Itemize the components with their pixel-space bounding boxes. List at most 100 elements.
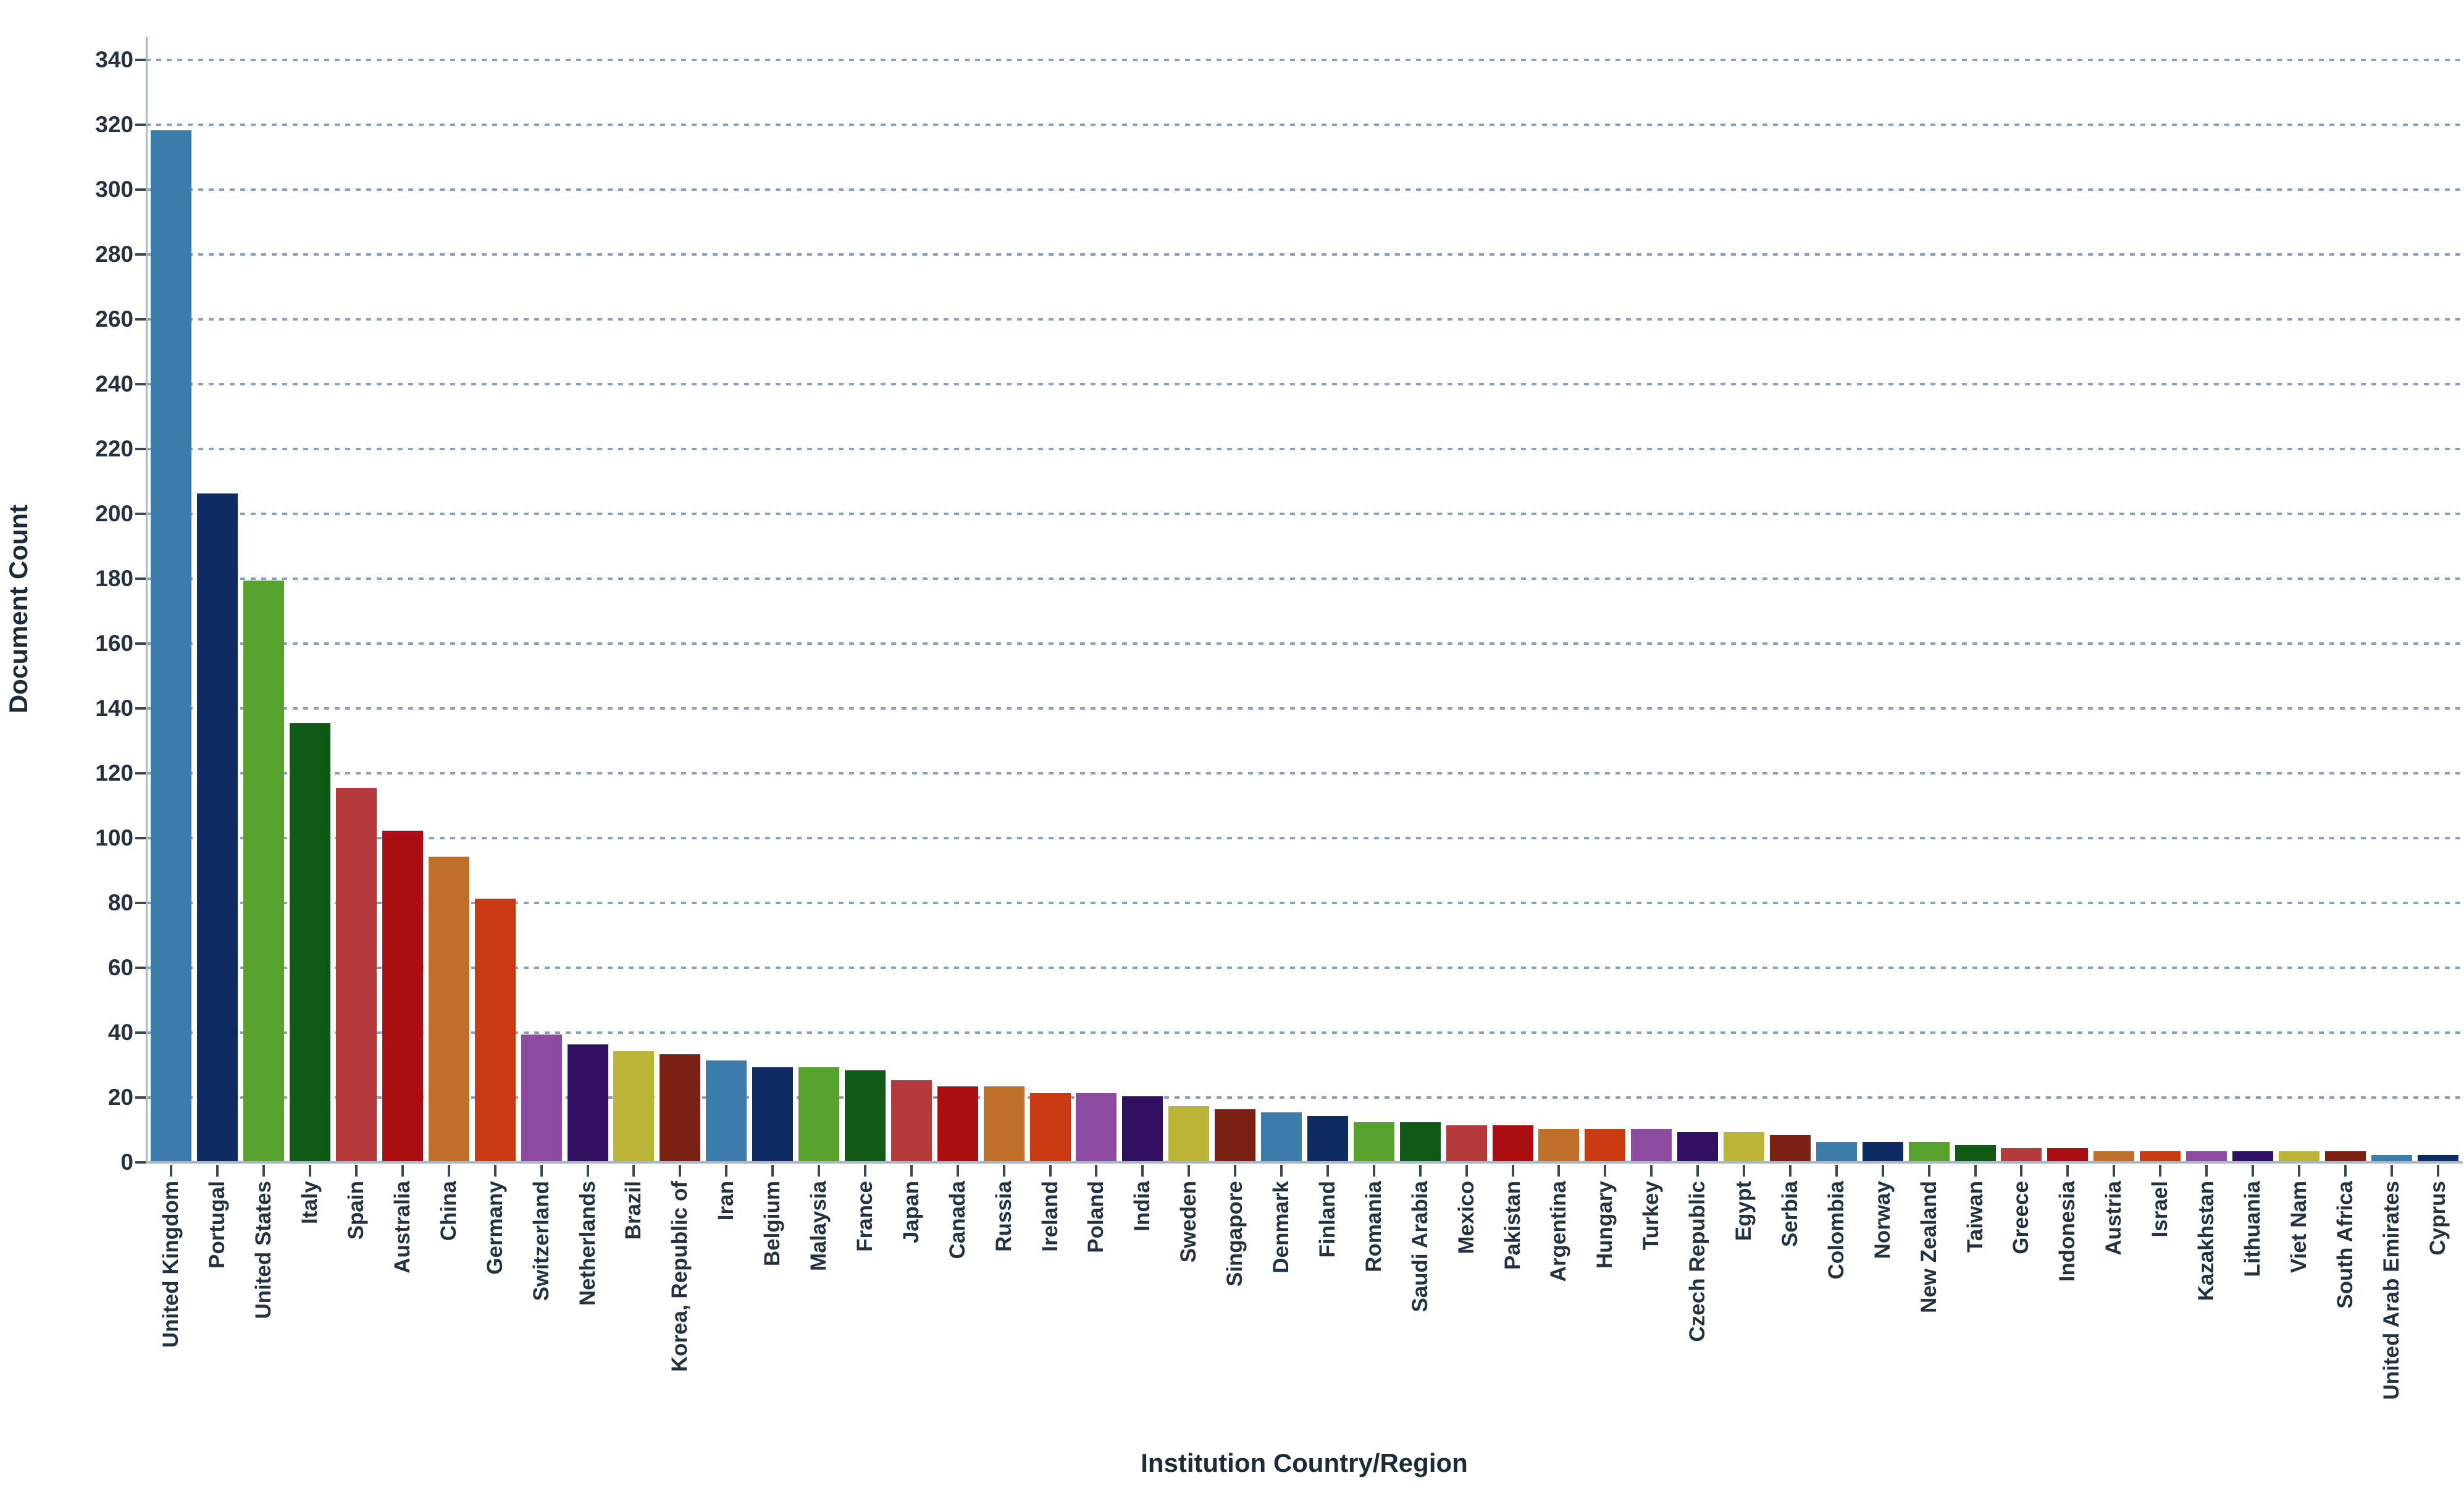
bar[interactable] <box>243 581 285 1161</box>
bar[interactable] <box>1122 1096 1163 1161</box>
bar[interactable] <box>2047 1148 2089 1161</box>
bar[interactable] <box>1724 1131 1765 1161</box>
bar[interactable] <box>1399 1122 1441 1161</box>
y-tick-label: 160 <box>95 631 133 656</box>
bar[interactable] <box>1908 1141 1950 1161</box>
gridline <box>146 124 2463 126</box>
x-tick-label: Norway <box>1870 1181 1895 1259</box>
bar[interactable] <box>1769 1135 1811 1161</box>
x-tick-mark <box>262 1165 266 1177</box>
x-tick-mark <box>1234 1165 1237 1177</box>
bar[interactable] <box>1168 1106 1210 1161</box>
bar[interactable] <box>197 493 238 1161</box>
bar[interactable] <box>2140 1151 2181 1161</box>
x-tick-label: Brazil <box>621 1181 646 1240</box>
bar[interactable] <box>983 1086 1025 1161</box>
gridline <box>146 577 2463 580</box>
bar[interactable] <box>1029 1093 1071 1161</box>
y-tick-mark <box>135 772 146 774</box>
bar[interactable] <box>1585 1128 1626 1161</box>
x-tick-label: Italy <box>298 1181 322 1225</box>
y-tick-label: 20 <box>107 1085 133 1110</box>
x-tick-label: Serbia <box>1777 1181 1802 1247</box>
x-tick-mark <box>401 1165 404 1177</box>
y-tick-label: 260 <box>95 306 133 332</box>
y-tick-label: 300 <box>95 177 133 202</box>
x-tick-label: Malaysia <box>807 1181 831 1271</box>
bar[interactable] <box>798 1067 840 1161</box>
x-tick-label: Belgium <box>760 1181 785 1267</box>
x-tick-label: South Africa <box>2332 1181 2357 1309</box>
y-axis-title: Document Count <box>4 504 33 714</box>
bar[interactable] <box>1816 1141 1857 1161</box>
y-tick-label: 60 <box>107 955 133 980</box>
y-tick-label: 200 <box>95 501 133 526</box>
x-tick-mark <box>216 1165 219 1177</box>
bar[interactable] <box>474 898 516 1161</box>
bar[interactable] <box>1631 1128 1672 1161</box>
bar[interactable] <box>1862 1141 1903 1161</box>
bar[interactable] <box>1307 1115 1348 1161</box>
bar[interactable] <box>382 830 423 1161</box>
x-tick-mark <box>2205 1165 2208 1177</box>
bar[interactable] <box>290 723 331 1161</box>
bar[interactable] <box>2371 1154 2412 1161</box>
bar[interactable] <box>937 1086 978 1161</box>
bar[interactable] <box>1261 1112 1302 1161</box>
bar[interactable] <box>706 1060 747 1161</box>
bar[interactable] <box>336 788 377 1161</box>
bar[interactable] <box>1353 1122 1394 1161</box>
gridline <box>146 837 2463 839</box>
bar[interactable] <box>1955 1144 1996 1161</box>
gridline <box>146 642 2463 645</box>
bar[interactable] <box>521 1035 562 1161</box>
bar[interactable] <box>2324 1151 2366 1161</box>
x-tick-label: Kazakhstan <box>2194 1181 2219 1301</box>
y-tick-mark <box>135 1096 146 1099</box>
bar[interactable] <box>660 1054 701 1161</box>
x-tick-mark <box>1418 1165 1422 1177</box>
gridline <box>146 1031 2463 1034</box>
x-tick-label: Netherlands <box>575 1181 600 1306</box>
gridline <box>146 318 2463 321</box>
x-tick-label: Japan <box>899 1181 923 1244</box>
bar[interactable] <box>1492 1125 1533 1161</box>
bar[interactable] <box>2278 1151 2319 1161</box>
gridline <box>146 513 2463 515</box>
bar[interactable] <box>1446 1125 1487 1161</box>
gridline <box>146 1096 2463 1099</box>
bar[interactable] <box>428 856 469 1161</box>
y-tick-label: 40 <box>107 1020 133 1045</box>
bar[interactable] <box>151 130 192 1161</box>
gridline <box>146 383 2463 385</box>
bar[interactable] <box>890 1080 932 1161</box>
bar[interactable] <box>1076 1093 1117 1161</box>
gridline <box>146 253 2463 256</box>
x-tick-mark <box>1280 1165 1283 1177</box>
x-tick-label: Lithuania <box>2240 1181 2265 1277</box>
x-tick-label: Greece <box>2009 1181 2034 1254</box>
x-tick-mark <box>1696 1165 1699 1177</box>
bar[interactable] <box>1215 1109 1256 1161</box>
bar[interactable] <box>2186 1151 2227 1161</box>
bar[interactable] <box>2417 1154 2458 1161</box>
x-tick-label: Colombia <box>1824 1181 1848 1280</box>
x-tick-label: United Kingdom <box>159 1181 183 1348</box>
bar[interactable] <box>1538 1128 1580 1161</box>
x-tick-mark <box>2113 1165 2116 1177</box>
bar[interactable] <box>844 1070 886 1161</box>
bar[interactable] <box>2232 1151 2273 1161</box>
x-tick-mark <box>1974 1165 1977 1177</box>
x-tick-mark <box>956 1165 959 1177</box>
bar[interactable] <box>613 1051 655 1161</box>
x-tick-mark <box>355 1165 358 1177</box>
x-tick-label: Australia <box>390 1181 414 1274</box>
y-tick-mark <box>135 902 146 904</box>
x-tick-mark <box>2390 1165 2393 1177</box>
bar[interactable] <box>752 1067 794 1161</box>
x-tick-mark <box>1372 1165 1375 1177</box>
bar[interactable] <box>2001 1148 2042 1161</box>
bar[interactable] <box>1677 1131 1719 1161</box>
bar[interactable] <box>2093 1151 2135 1161</box>
bar[interactable] <box>567 1044 608 1161</box>
